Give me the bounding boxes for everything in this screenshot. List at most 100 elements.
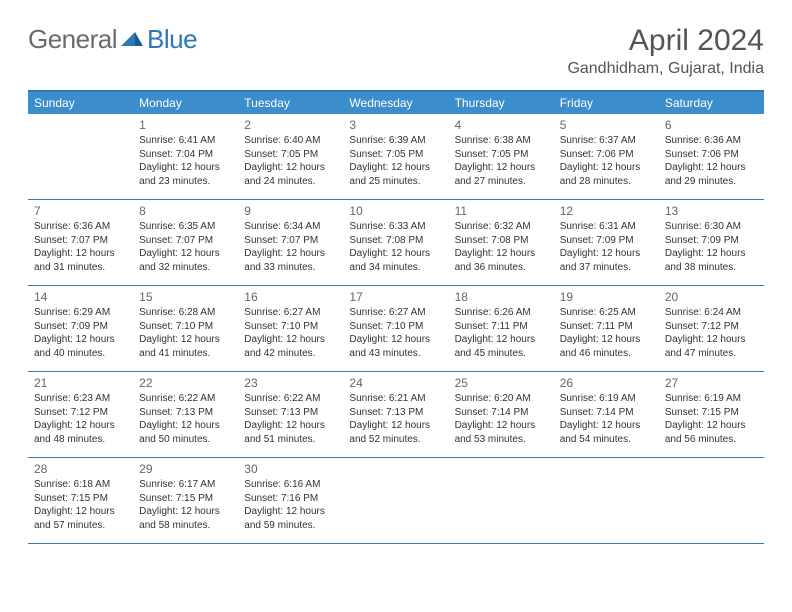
calendar-cell: 26Sunrise: 6:19 AMSunset: 7:14 PMDayligh… [554,372,659,458]
logo-triangle-icon [121,28,143,46]
sunset-line: Sunset: 7:13 PM [244,406,337,420]
calendar-cell: 14Sunrise: 6:29 AMSunset: 7:09 PMDayligh… [28,286,133,372]
daylight-line: Daylight: 12 hours and 52 minutes. [349,419,442,446]
day-number: 10 [349,203,442,219]
daylight-line: Daylight: 12 hours and 32 minutes. [139,247,232,274]
calendar-cell: 6Sunrise: 6:36 AMSunset: 7:06 PMDaylight… [659,114,764,200]
daylight-line: Daylight: 12 hours and 29 minutes. [665,161,758,188]
sunset-line: Sunset: 7:09 PM [665,234,758,248]
calendar-cell: 22Sunrise: 6:22 AMSunset: 7:13 PMDayligh… [133,372,238,458]
daylight-line: Daylight: 12 hours and 37 minutes. [560,247,653,274]
sunset-line: Sunset: 7:07 PM [34,234,127,248]
sunrise-line: Sunrise: 6:31 AM [560,220,653,234]
day-number: 25 [455,375,548,391]
calendar-grid: 1Sunrise: 6:41 AMSunset: 7:04 PMDaylight… [28,114,764,544]
sunset-line: Sunset: 7:11 PM [455,320,548,334]
day-number: 15 [139,289,232,305]
daylight-line: Daylight: 12 hours and 54 minutes. [560,419,653,446]
sunrise-line: Sunrise: 6:22 AM [139,392,232,406]
daylight-line: Daylight: 12 hours and 45 minutes. [455,333,548,360]
sunrise-line: Sunrise: 6:36 AM [34,220,127,234]
day-number: 9 [244,203,337,219]
daylight-line: Daylight: 12 hours and 40 minutes. [34,333,127,360]
calendar-cell: 2Sunrise: 6:40 AMSunset: 7:05 PMDaylight… [238,114,343,200]
day-number: 18 [455,289,548,305]
calendar-cell: 20Sunrise: 6:24 AMSunset: 7:12 PMDayligh… [659,286,764,372]
month-title: April 2024 [567,24,764,58]
sunset-line: Sunset: 7:13 PM [349,406,442,420]
daylight-line: Daylight: 12 hours and 42 minutes. [244,333,337,360]
calendar-cell: 21Sunrise: 6:23 AMSunset: 7:12 PMDayligh… [28,372,133,458]
calendar-cell: 29Sunrise: 6:17 AMSunset: 7:15 PMDayligh… [133,458,238,544]
sunrise-line: Sunrise: 6:26 AM [455,306,548,320]
daylight-line: Daylight: 12 hours and 48 minutes. [34,419,127,446]
calendar-cell [554,458,659,544]
calendar: SundayMondayTuesdayWednesdayThursdayFrid… [28,90,764,544]
daylight-line: Daylight: 12 hours and 41 minutes. [139,333,232,360]
sunset-line: Sunset: 7:06 PM [665,148,758,162]
sunrise-line: Sunrise: 6:24 AM [665,306,758,320]
calendar-cell: 16Sunrise: 6:27 AMSunset: 7:10 PMDayligh… [238,286,343,372]
sunrise-line: Sunrise: 6:37 AM [560,134,653,148]
daylight-line: Daylight: 12 hours and 27 minutes. [455,161,548,188]
calendar-cell: 13Sunrise: 6:30 AMSunset: 7:09 PMDayligh… [659,200,764,286]
day-number: 6 [665,117,758,133]
daylight-line: Daylight: 12 hours and 47 minutes. [665,333,758,360]
daylight-line: Daylight: 12 hours and 59 minutes. [244,505,337,532]
sunrise-line: Sunrise: 6:27 AM [244,306,337,320]
day-number: 17 [349,289,442,305]
day-number: 12 [560,203,653,219]
daylight-line: Daylight: 12 hours and 38 minutes. [665,247,758,274]
sunrise-line: Sunrise: 6:33 AM [349,220,442,234]
day-number: 22 [139,375,232,391]
sunrise-line: Sunrise: 6:36 AM [665,134,758,148]
sunrise-line: Sunrise: 6:16 AM [244,478,337,492]
sunset-line: Sunset: 7:16 PM [244,492,337,506]
daylight-line: Daylight: 12 hours and 51 minutes. [244,419,337,446]
day-number: 19 [560,289,653,305]
calendar-cell: 4Sunrise: 6:38 AMSunset: 7:05 PMDaylight… [449,114,554,200]
calendar-cell [659,458,764,544]
sunset-line: Sunset: 7:12 PM [34,406,127,420]
sunrise-line: Sunrise: 6:41 AM [139,134,232,148]
sunset-line: Sunset: 7:09 PM [34,320,127,334]
sunset-line: Sunset: 7:13 PM [139,406,232,420]
sunrise-line: Sunrise: 6:40 AM [244,134,337,148]
sunset-line: Sunset: 7:07 PM [139,234,232,248]
daylight-line: Daylight: 12 hours and 33 minutes. [244,247,337,274]
daylight-line: Daylight: 12 hours and 57 minutes. [34,505,127,532]
sunset-line: Sunset: 7:15 PM [665,406,758,420]
day-number: 26 [560,375,653,391]
sunset-line: Sunset: 7:10 PM [139,320,232,334]
location-text: Gandhidham, Gujarat, India [567,60,764,78]
sunset-line: Sunset: 7:08 PM [349,234,442,248]
sunrise-line: Sunrise: 6:35 AM [139,220,232,234]
calendar-cell: 11Sunrise: 6:32 AMSunset: 7:08 PMDayligh… [449,200,554,286]
calendar-cell: 24Sunrise: 6:21 AMSunset: 7:13 PMDayligh… [343,372,448,458]
daylight-line: Daylight: 12 hours and 46 minutes. [560,333,653,360]
sunset-line: Sunset: 7:14 PM [455,406,548,420]
day-number: 27 [665,375,758,391]
sunset-line: Sunset: 7:10 PM [349,320,442,334]
weekday-header: Thursday [449,92,554,114]
sunset-line: Sunset: 7:05 PM [455,148,548,162]
sunrise-line: Sunrise: 6:19 AM [665,392,758,406]
sunrise-line: Sunrise: 6:22 AM [244,392,337,406]
calendar-cell [28,114,133,200]
sunset-line: Sunset: 7:06 PM [560,148,653,162]
sunset-line: Sunset: 7:07 PM [244,234,337,248]
calendar-cell: 23Sunrise: 6:22 AMSunset: 7:13 PMDayligh… [238,372,343,458]
calendar-cell: 19Sunrise: 6:25 AMSunset: 7:11 PMDayligh… [554,286,659,372]
sunset-line: Sunset: 7:15 PM [139,492,232,506]
calendar-cell: 18Sunrise: 6:26 AMSunset: 7:11 PMDayligh… [449,286,554,372]
sunset-line: Sunset: 7:14 PM [560,406,653,420]
day-number: 30 [244,461,337,477]
daylight-line: Daylight: 12 hours and 50 minutes. [139,419,232,446]
logo: General Blue [28,24,197,55]
calendar-cell: 7Sunrise: 6:36 AMSunset: 7:07 PMDaylight… [28,200,133,286]
sunrise-line: Sunrise: 6:34 AM [244,220,337,234]
title-block: April 2024 Gandhidham, Gujarat, India [567,24,764,78]
day-number: 2 [244,117,337,133]
calendar-cell: 30Sunrise: 6:16 AMSunset: 7:16 PMDayligh… [238,458,343,544]
daylight-line: Daylight: 12 hours and 36 minutes. [455,247,548,274]
